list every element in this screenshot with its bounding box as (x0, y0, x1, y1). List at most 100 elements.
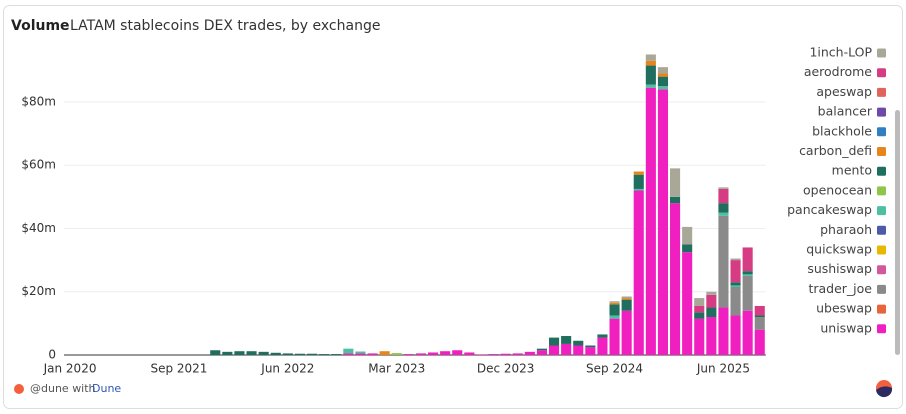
y-tick-label: $20m (21, 284, 56, 298)
bar-segment (657, 89, 668, 356)
bar-segment (694, 318, 705, 355)
bar-segment (718, 203, 729, 213)
y-tick-label: 0 (48, 348, 56, 362)
bar-segment (488, 354, 499, 355)
bar-segment (428, 352, 439, 355)
bar-segment (319, 354, 330, 355)
bar-segment (730, 285, 741, 287)
legend-swatch (877, 87, 886, 97)
bar-segment (512, 353, 523, 355)
bar-segment (633, 171, 644, 175)
legend-label: 1inch-LOP (809, 45, 872, 60)
bar-segment (246, 351, 257, 355)
bar-segment (609, 318, 620, 355)
x-tick-label: Jun 2025 (696, 362, 750, 376)
bar-segment (464, 352, 475, 355)
bar-segment (670, 196, 681, 204)
bar-segment (670, 168, 681, 197)
bar-segment (234, 351, 245, 355)
bar-segment (706, 317, 717, 355)
y-tick-label: $80m (21, 94, 56, 108)
bar-segment (754, 317, 765, 330)
bar-segment (730, 315, 741, 355)
bar-segment (294, 353, 305, 355)
bar-segment (682, 226, 693, 245)
bar-segment (609, 301, 620, 303)
legend-label: openocean (803, 182, 872, 197)
bar-segment (657, 76, 668, 87)
legend-swatch (877, 186, 886, 196)
bar-segment (222, 351, 233, 355)
bar-segment (718, 188, 729, 204)
bar-segment (730, 282, 741, 286)
x-tick-label: Jan 2020 (43, 362, 97, 376)
bar-segment (536, 350, 547, 355)
bar-segment (742, 271, 753, 275)
bar-segment (379, 351, 390, 355)
bar-segment (561, 336, 572, 344)
bar-segment (452, 350, 463, 355)
bar-segment (742, 247, 753, 272)
bar-segment (391, 353, 402, 355)
bar-segment (754, 329, 765, 355)
bar-segment (282, 353, 293, 355)
bar-segment (549, 337, 560, 346)
legend-label: sushiswap (807, 261, 872, 276)
legend-swatch (877, 206, 886, 216)
legend-swatch (877, 284, 886, 294)
bar-segment (621, 310, 632, 355)
x-tick-label: Mar 2023 (368, 362, 425, 376)
y-tick-label: $40m (21, 221, 56, 235)
bar-segment (657, 73, 668, 77)
bar-segment (682, 252, 693, 355)
legend-label: balancer (818, 104, 873, 119)
bar-segment (307, 353, 318, 355)
legend-label: aerodrome (804, 64, 872, 79)
chart-subtitle: LATAM stablecoins DEX trades, by exchang… (70, 18, 380, 34)
legend-swatch (877, 68, 886, 78)
bar-segment (524, 351, 535, 355)
bar-segment (645, 65, 656, 85)
bar-segment (645, 87, 656, 356)
bar-segment (258, 351, 269, 355)
bar-segment (742, 274, 753, 276)
x-tick-label: Sep 2024 (586, 362, 643, 376)
bar-segment (718, 212, 729, 216)
x-tick-label: Sep 2021 (150, 362, 207, 376)
legend-swatch (877, 324, 886, 334)
bar-segment (706, 307, 717, 318)
bar-segment (573, 345, 584, 355)
legend-label: carbon_defi (799, 143, 872, 158)
bar-segment (730, 286, 741, 316)
bar-segment (331, 354, 342, 355)
footer-link[interactable]: Dune (92, 382, 121, 395)
bar-segment (210, 350, 221, 355)
bar-segment (718, 215, 729, 308)
legend-swatch (877, 304, 886, 314)
legend-swatch (877, 107, 886, 117)
legend-label: pancakeswap (787, 202, 872, 217)
legend-label: trader_joe (808, 281, 872, 296)
bar-segment (754, 305, 765, 316)
legend-label: quickswap (806, 242, 872, 257)
footer-text: @dune with (30, 382, 96, 395)
legend-label: mento (832, 163, 872, 178)
bar-segment (694, 305, 705, 313)
x-tick-label: Dec 2023 (477, 362, 535, 376)
bar-segment (440, 351, 451, 355)
bar-segment (657, 86, 668, 90)
bar-segment (343, 348, 354, 354)
legend-swatch (877, 147, 886, 156)
bar-segment (742, 275, 753, 311)
bar-segment (754, 315, 765, 318)
bar-segment (645, 60, 656, 66)
bar-segment (561, 343, 572, 355)
bar-segment (270, 352, 281, 355)
bar-segment (718, 307, 729, 355)
bar-segment (621, 298, 632, 300)
bar-segment (657, 67, 668, 74)
legend-label: uniswap (820, 320, 872, 335)
bar-segment (694, 312, 705, 319)
scrollbar[interactable] (895, 110, 900, 355)
bar-segment (549, 345, 560, 355)
